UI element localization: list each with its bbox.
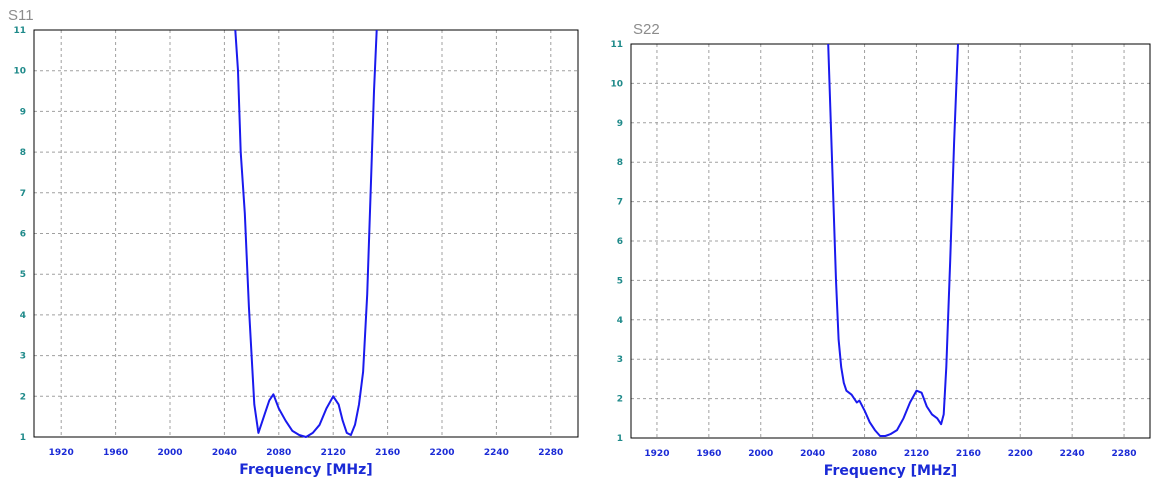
y-tick-label: 9 xyxy=(20,107,26,117)
y-tick-label: 11 xyxy=(13,26,26,36)
y-tick-label: 10 xyxy=(610,79,623,89)
y-tick-label: 8 xyxy=(20,148,26,158)
x-tick-label: 2120 xyxy=(904,449,929,459)
x-tick-label: 1920 xyxy=(49,448,74,458)
x-tick-label: 1960 xyxy=(696,449,721,459)
x-tick-label: 2160 xyxy=(375,448,400,458)
y-tick-label: 1 xyxy=(20,433,26,443)
x-tick-label: 2240 xyxy=(484,448,509,458)
x-tick-label: 2280 xyxy=(1112,449,1137,459)
x-tick-label: 2240 xyxy=(1060,449,1085,459)
y-tick-label: 2 xyxy=(20,392,26,402)
y-tick-label: 7 xyxy=(617,198,623,208)
y-tick-label: 7 xyxy=(20,189,26,199)
y-tick-label: 6 xyxy=(20,230,26,240)
y-tick-label: 8 xyxy=(617,158,623,168)
y-tick-label: 3 xyxy=(617,355,623,365)
x-tick-label: 2040 xyxy=(212,448,237,458)
x-tick-label: 2160 xyxy=(956,449,981,459)
x-axis-label: Frequency [MHz] xyxy=(239,462,372,478)
y-tick-label: 5 xyxy=(20,270,26,280)
y-tick-label: 4 xyxy=(617,316,623,326)
y-tick-label: 9 xyxy=(617,119,623,129)
x-axis-label: Frequency [MHz] xyxy=(824,463,957,479)
x-tick-label: 1960 xyxy=(103,448,128,458)
series-line-s22 xyxy=(828,44,958,436)
y-tick-label: 6 xyxy=(617,237,623,247)
y-tick-label: 4 xyxy=(20,311,26,321)
x-tick-label: 2120 xyxy=(321,448,346,458)
x-tick-label: 2000 xyxy=(748,449,773,459)
y-tick-label: 5 xyxy=(617,276,623,286)
x-tick-label: 2080 xyxy=(266,448,291,458)
x-tick-label: 2000 xyxy=(157,448,182,458)
x-tick-label: 2280 xyxy=(538,448,563,458)
y-tick-label: 10 xyxy=(13,67,26,77)
chart-title-s22: S22 xyxy=(633,21,660,38)
y-tick-label: 1 xyxy=(617,434,623,444)
chart-title-s11: S11 xyxy=(8,7,34,24)
x-tick-label: 2200 xyxy=(1008,449,1033,459)
x-tick-label: 2080 xyxy=(852,449,877,459)
x-tick-label: 1920 xyxy=(644,449,669,459)
x-tick-label: 2040 xyxy=(800,449,825,459)
y-tick-label: 3 xyxy=(20,352,26,362)
x-tick-label: 2200 xyxy=(429,448,454,458)
y-tick-label: 2 xyxy=(617,395,623,405)
y-tick-label: 11 xyxy=(610,40,623,50)
